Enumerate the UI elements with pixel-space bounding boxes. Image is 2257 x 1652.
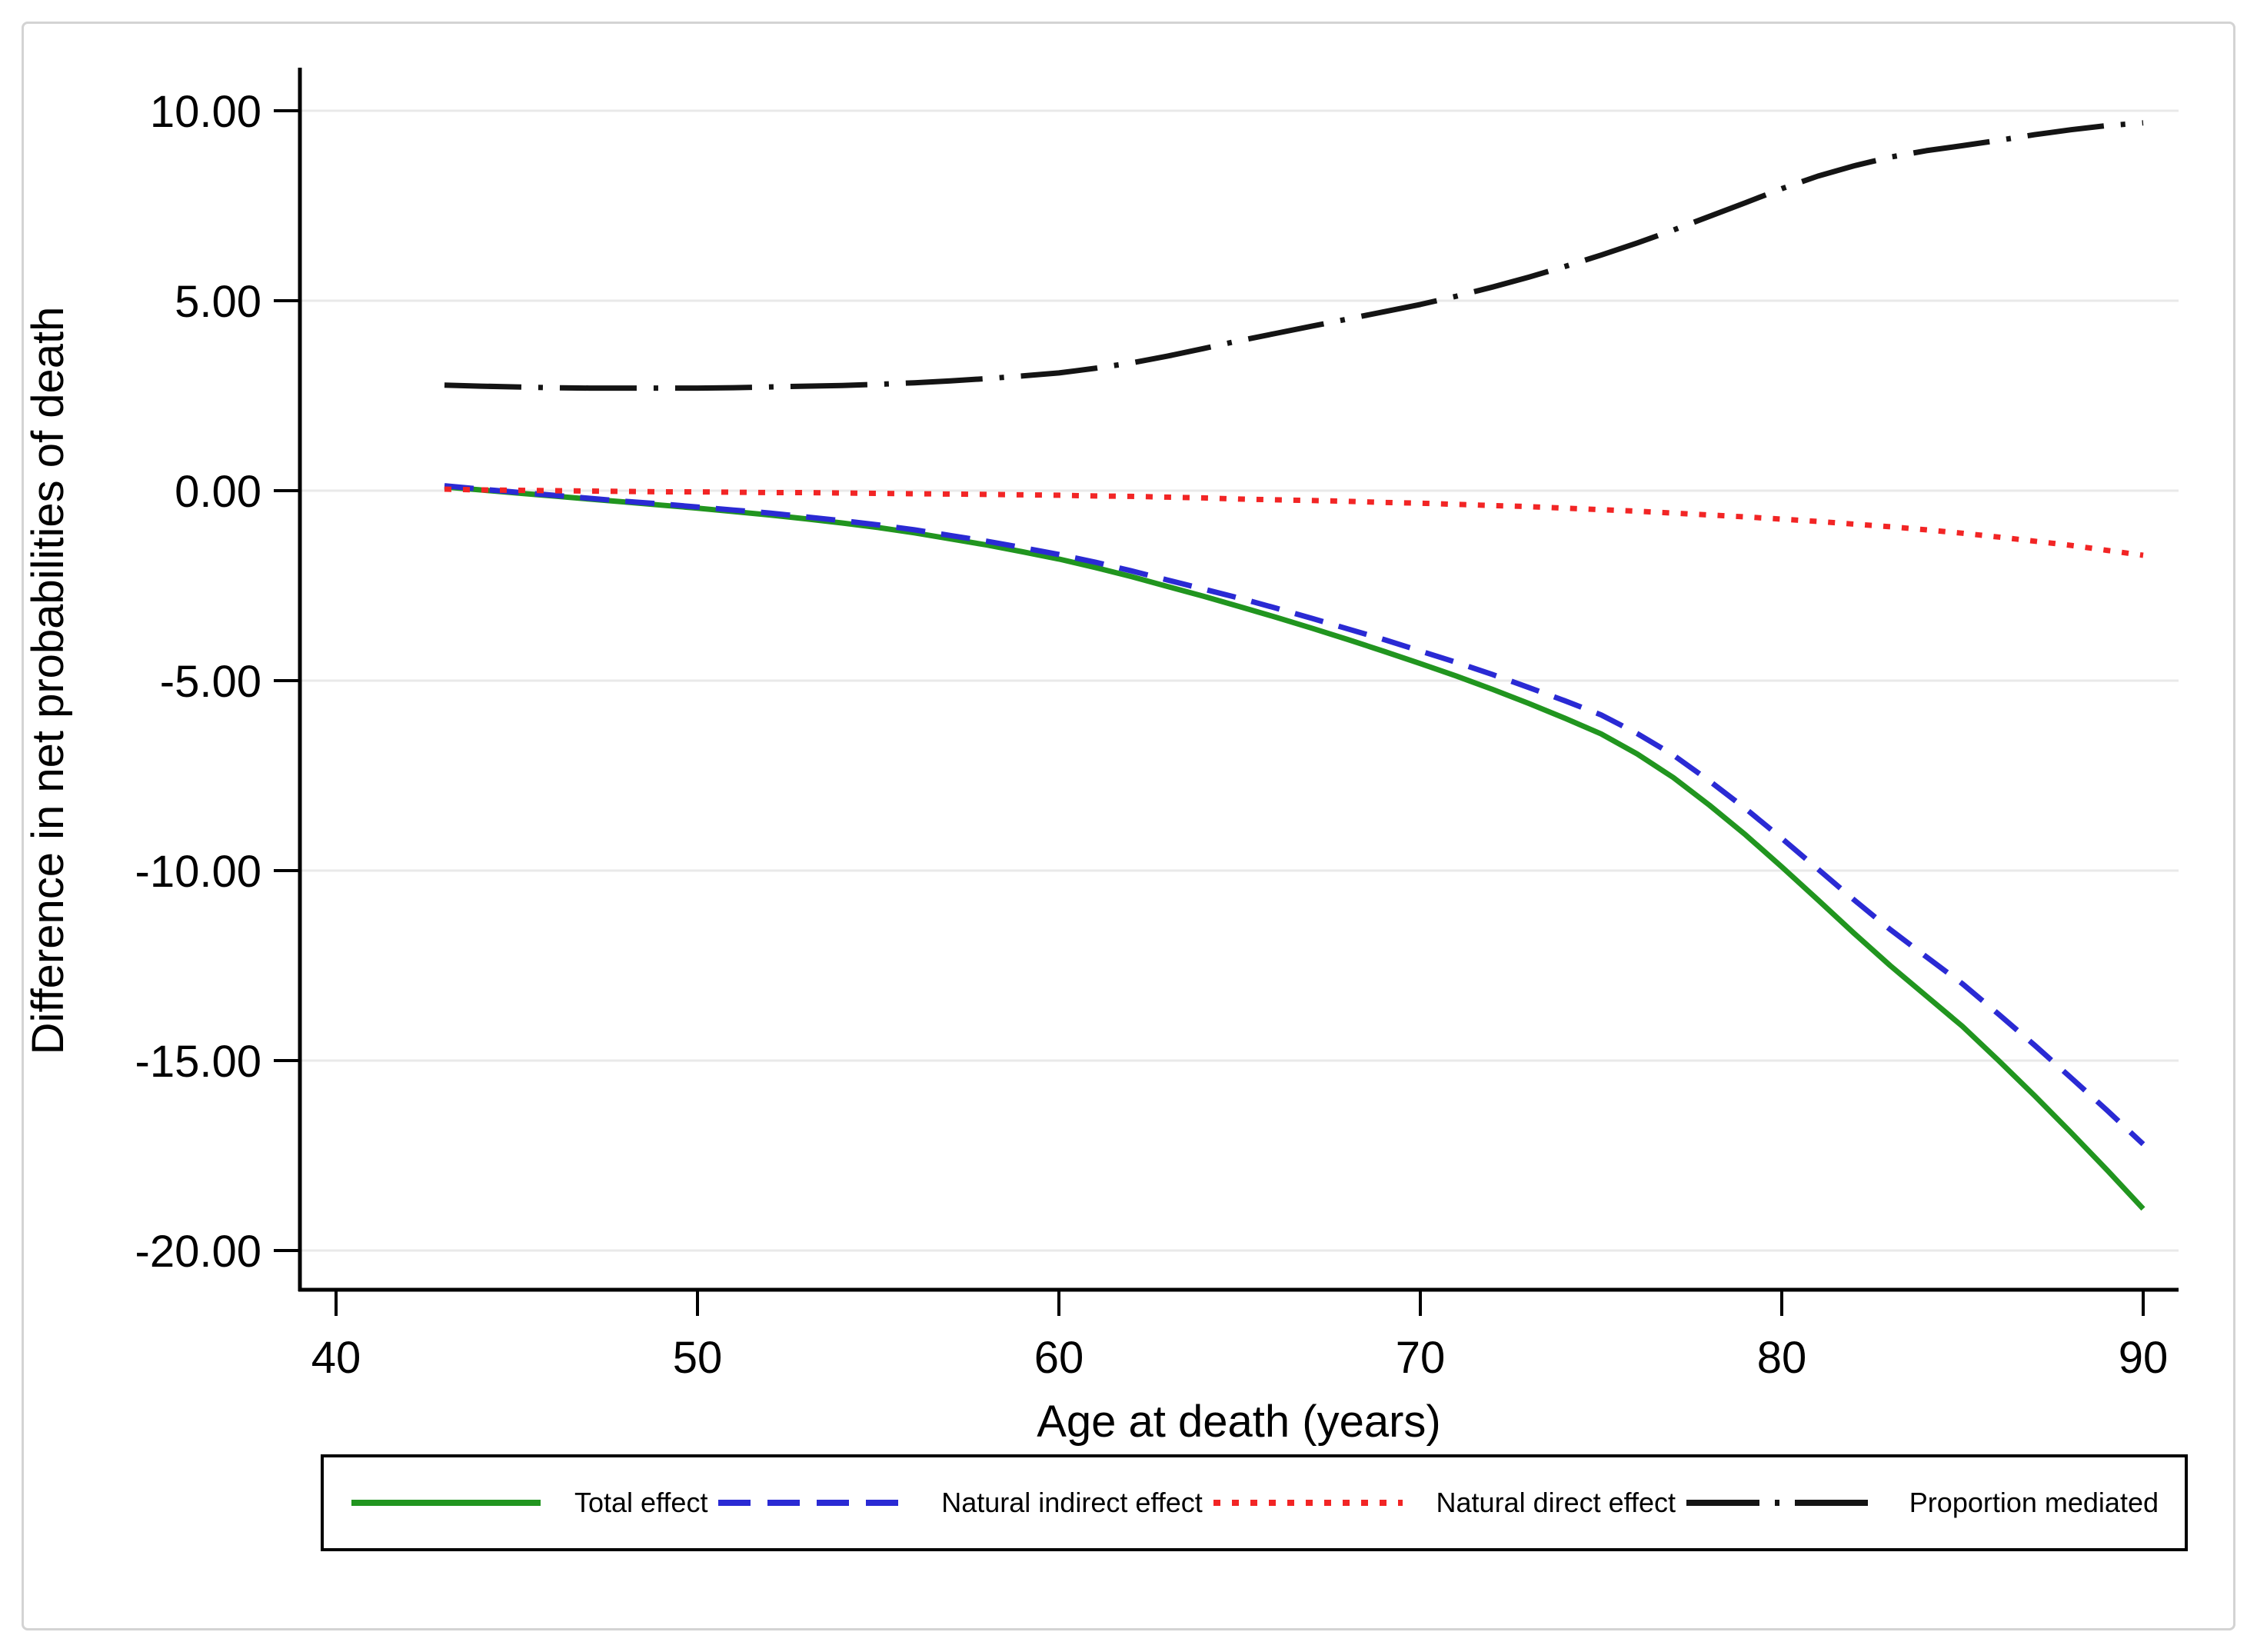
x-tick-marks bbox=[335, 1290, 2145, 1316]
legend-label: Natural direct effect bbox=[1436, 1487, 1676, 1518]
x-tick-label: 40 bbox=[311, 1333, 361, 1383]
series-line-total-effect bbox=[444, 484, 2145, 1211]
y-tick-label: 10.00 bbox=[150, 87, 261, 137]
legend-label: Total effect bbox=[574, 1487, 708, 1518]
series-line-natural-direct-effect bbox=[444, 486, 2144, 558]
y-tick-label: -15.00 bbox=[135, 1037, 261, 1087]
legend-item-proportion-mediated: Proportion mediated bbox=[1685, 1487, 2159, 1519]
legend-item-natural-indirect-effect: Natural indirect effect bbox=[717, 1487, 1203, 1519]
series-line-proportion-mediated bbox=[444, 120, 2144, 391]
legend-item-total-effect: Total effect bbox=[350, 1487, 707, 1519]
data-curves bbox=[444, 120, 2145, 1211]
x-tick-labels: 40 50 60 70 80 90 bbox=[311, 1333, 2169, 1383]
y-tick-label: -20.00 bbox=[135, 1227, 261, 1277]
series-line-natural-indirect-effect bbox=[444, 483, 2145, 1147]
x-tick-label: 80 bbox=[1757, 1333, 1807, 1383]
legend-label: Natural indirect effect bbox=[941, 1487, 1203, 1518]
legend: Total effect Natural indirect effect Nat… bbox=[321, 1454, 2188, 1551]
y-axis-title: Difference in net probabilities of death bbox=[23, 307, 73, 1055]
natural-direct-effect-line-sample bbox=[1213, 1500, 1403, 1506]
x-axis-title: Age at death (years) bbox=[1037, 1397, 1441, 1447]
gridlines bbox=[300, 109, 2179, 1252]
x-tick-label: 50 bbox=[673, 1333, 723, 1383]
y-tick-label: -10.00 bbox=[135, 847, 261, 897]
x-tick-label: 70 bbox=[1396, 1333, 1446, 1383]
x-tick-label: 90 bbox=[2119, 1333, 2169, 1383]
natural-indirect-effect-line-sample bbox=[718, 1500, 908, 1506]
y-tick-label: 5.00 bbox=[175, 277, 261, 327]
total-effect-line-sample bbox=[351, 1500, 541, 1506]
x-tick-label: 60 bbox=[1034, 1333, 1084, 1383]
y-tick-labels: 10.00 5.00 0.00 -5.00 -10.00 -15.00 -20.… bbox=[135, 87, 261, 1277]
proportion-mediated-line-sample bbox=[1686, 1500, 1876, 1506]
legend-label: Proportion mediated bbox=[1909, 1487, 2159, 1518]
y-tick-label: -5.00 bbox=[160, 657, 261, 707]
legend-item-natural-direct-effect: Natural direct effect bbox=[1212, 1487, 1676, 1519]
y-tick-label: 0.00 bbox=[175, 467, 261, 517]
y-tick-marks bbox=[274, 109, 300, 1252]
